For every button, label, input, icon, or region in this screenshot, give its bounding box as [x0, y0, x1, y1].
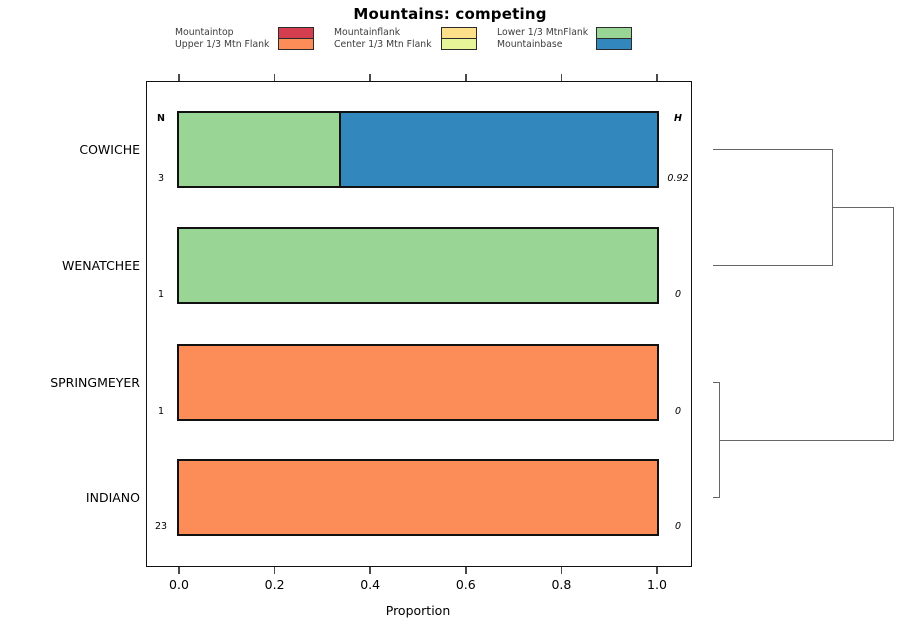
- legend-swatch-column-3: [596, 27, 632, 50]
- y-label-indiano: INDIANO: [85, 490, 140, 505]
- n-value-springmeyer: 1: [157, 406, 165, 417]
- n-value-wenatchee: 1: [157, 289, 165, 300]
- legend-label-mountainflank: Mountainflank: [334, 27, 401, 38]
- legend-label-lower-13-mtnflank: Lower 1/3 MtnFlank: [497, 27, 589, 38]
- x-axis-title: Proportion: [385, 603, 451, 618]
- n-value-cowiche: 3: [157, 173, 165, 184]
- bar-cowiche: [177, 111, 659, 188]
- x-axis-bottom-tick: [465, 567, 467, 574]
- y-label-cowiche: COWICHE: [79, 142, 140, 157]
- n-value-indiano: 23: [154, 521, 168, 532]
- bar-wenatchee: [177, 227, 659, 304]
- x-axis-bottom-tick: [369, 567, 371, 574]
- dendrogram-segment: [832, 207, 893, 209]
- x-tick-label: 0.6: [455, 577, 476, 592]
- legend-swatch-mountainbase: [597, 38, 631, 49]
- bar-segment-mountainbase: [338, 113, 657, 186]
- dendrogram-root-segment: [893, 207, 895, 441]
- bar-indiano: [177, 459, 659, 536]
- h-value-wenatchee: 0: [674, 289, 682, 300]
- legend-swatch-lower-13-mtnflank: [597, 28, 631, 38]
- legend-label-upper-13-mtn-flank: Upper 1/3 Mtn Flank: [175, 39, 270, 50]
- x-tick-label: 0.2: [264, 577, 285, 592]
- x-axis-top-tick: [656, 74, 658, 81]
- legend-swatch-mountaintop: [279, 28, 313, 38]
- dendrogram-segment: [713, 382, 720, 384]
- dendrogram-segment: [713, 149, 832, 151]
- x-axis-top-tick: [560, 74, 563, 81]
- x-axis-top-tick: [178, 74, 180, 81]
- x-axis-top-tick: [369, 74, 371, 81]
- x-tick-label: 0.4: [360, 577, 381, 592]
- x-axis-bottom-tick: [178, 567, 180, 574]
- h-value-indiano: 0: [674, 521, 682, 532]
- dendrogram-segment: [719, 440, 893, 442]
- legend-swatch-upper-13-mtn-flank: [279, 38, 313, 49]
- x-axis-bottom-tick: [560, 567, 563, 574]
- legend-swatch-center-13-mtn-flank: [442, 38, 476, 49]
- x-axis-top-tick: [465, 74, 467, 81]
- bar-segment-lower-13-mtnflank: [179, 113, 339, 186]
- dendrogram-segment: [713, 497, 720, 499]
- legend-swatch-column-1: [278, 27, 314, 50]
- x-tick-label: 0.0: [169, 577, 189, 592]
- bar-springmeyer: [177, 344, 659, 421]
- bar-segment-upper-13-mtn-flank: [179, 461, 657, 534]
- bar-segment-upper-13-mtn-flank: [179, 346, 657, 419]
- x-axis-top-tick: [273, 74, 276, 81]
- n-column-header: N: [157, 113, 165, 124]
- y-label-wenatchee: WENATCHEE: [61, 258, 140, 273]
- x-axis-bottom-tick: [273, 567, 276, 574]
- bar-segment-lower-13-mtnflank: [179, 229, 657, 302]
- dendrogram-segment: [713, 265, 832, 267]
- legend-label-center-13-mtn-flank: Center 1/3 Mtn Flank: [334, 39, 432, 50]
- h-column-header: H: [674, 113, 682, 124]
- x-axis-bottom-tick: [656, 567, 658, 574]
- x-tick-label: 0.8: [551, 577, 572, 592]
- legend-swatch-mountainflank: [442, 28, 476, 38]
- plot-area: [146, 81, 692, 567]
- legend-label-mountainbase: Mountainbase: [497, 39, 563, 50]
- h-value-springmeyer: 0: [674, 406, 682, 417]
- legend-label-mountaintop: Mountaintop: [175, 27, 234, 38]
- y-label-springmeyer: SPRINGMEYER: [50, 375, 140, 390]
- page-title: Mountains: competing: [353, 5, 547, 23]
- h-value-cowiche: 0.92: [667, 173, 689, 184]
- legend-swatch-column-2: [441, 27, 477, 50]
- x-tick-label: 1.0: [647, 577, 667, 592]
